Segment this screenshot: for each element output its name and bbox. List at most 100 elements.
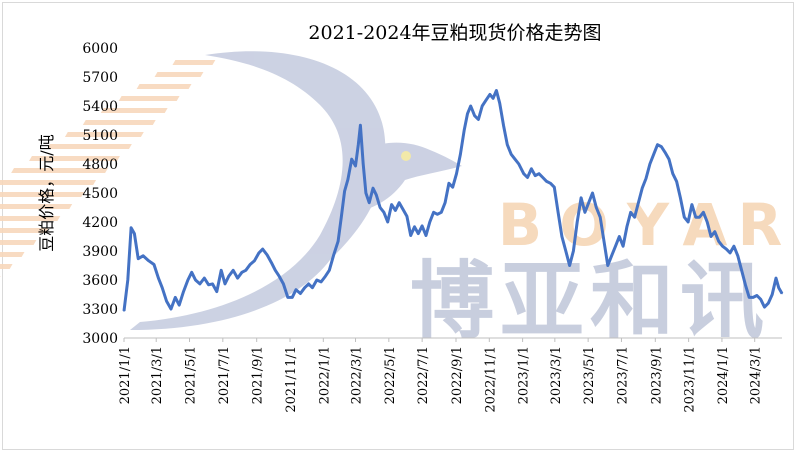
data-point [241,271,243,274]
watermark-company-name: 博亚和讯 [410,252,770,350]
data-point [771,293,773,296]
x-tick-label: 2022/5/1 [383,346,398,404]
data-point [440,211,443,214]
x-tick-label: 2024/3/1 [749,346,764,404]
stripe [136,84,192,89]
data-point [618,235,621,238]
data-point [165,300,168,303]
data-point [721,245,724,247]
data-point [641,187,643,189]
data-point [375,194,378,196]
stripe [118,96,180,101]
stripe [0,216,61,221]
stripe [100,108,168,113]
data-point [587,201,590,204]
data-point [303,286,306,289]
data-point [320,281,322,283]
data-point [436,213,439,216]
logo-bird-shape [350,142,462,210]
data-point [698,216,701,218]
data-point [133,232,136,235]
data-point [557,211,559,214]
data-point [498,102,501,104]
stripe [82,120,156,125]
data-point [492,97,494,100]
data-point [553,186,556,188]
data-point [368,201,371,204]
data-point [610,255,613,257]
data-point [137,257,139,260]
data-point [350,158,353,160]
data-point [775,277,777,279]
stripe-pattern [0,60,216,281]
data-point [432,211,435,214]
data-point [733,245,735,247]
data-point [340,216,343,218]
chart-title: 2021-2024年豆粕现货价格走势图 [308,22,601,44]
y-tick-label: 5100 [82,128,118,144]
data-point [228,275,230,277]
data-point [530,168,533,170]
boyar-watermark: B O Y A R 博亚和讯 [0,51,782,350]
data-point [429,221,431,223]
data-point [459,153,462,156]
logo-swoosh-shape [130,51,386,330]
stripe [0,204,73,209]
data-point [157,277,160,279]
stripe [64,132,144,137]
data-point [282,283,285,285]
stripe [0,264,13,269]
data-point [629,211,632,214]
data-point [258,252,260,254]
data-point [199,283,201,285]
data-point [174,296,177,299]
watermark-letter: Y [626,191,670,259]
data-point [714,230,716,233]
data-point [607,264,609,267]
y-tick-label: 6000 [82,41,118,57]
data-point [178,304,180,306]
stripe [0,276,1,281]
data-point [359,124,362,127]
x-tick-label: 2022/11/1 [483,346,498,413]
data-point [161,286,163,289]
data-point [473,114,476,117]
data-point [626,226,628,228]
data-point [362,163,365,165]
watermark-letter: R [738,191,783,259]
y-tick-label: 3000 [82,331,118,347]
data-point [568,264,571,267]
data-point [448,182,450,185]
data-point [182,290,185,293]
x-tick-label: 2023/1/1 [517,346,532,404]
data-point [645,177,647,180]
data-point [220,269,222,272]
data-point [372,187,374,189]
data-point [534,174,536,177]
data-point [672,172,674,175]
stripe [0,240,37,245]
stripe [29,156,120,161]
data-point [518,163,520,165]
y-tick-label: 3900 [82,244,118,260]
data-point [649,163,651,165]
data-point [463,129,466,131]
data-point [307,283,310,285]
data-point [203,277,206,279]
data-point [710,235,712,238]
watermark-letter: B [498,191,542,259]
data-point [576,221,578,223]
stripe [0,228,49,233]
data-point [652,153,655,156]
data-point [130,227,132,229]
data-point [245,269,247,272]
y-tick-label: 5400 [82,99,118,115]
data-point [759,298,762,301]
data-point [413,226,416,228]
data-point [337,240,339,243]
data-point [740,269,743,272]
x-tick-label: 2021/5/1 [184,346,199,404]
data-point [444,201,446,204]
stripe [11,168,109,173]
